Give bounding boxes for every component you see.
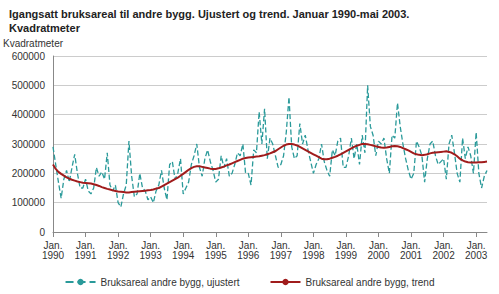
svg-text:Jan.: Jan. [303, 239, 323, 251]
svg-text:400000: 400000 [12, 109, 46, 120]
svg-text:Jan.: Jan. [336, 239, 356, 251]
svg-text:200000: 200000 [12, 168, 46, 179]
svg-text:1991: 1991 [74, 250, 97, 261]
svg-text:1990: 1990 [42, 250, 65, 261]
svg-text:1998: 1998 [302, 250, 325, 261]
svg-text:Jan.: Jan. [369, 239, 388, 251]
svg-text:Jan.: Jan. [401, 239, 421, 251]
svg-text:2001: 2001 [400, 250, 423, 261]
svg-text:Jan.: Jan. [43, 239, 63, 251]
svg-text:Jan.: Jan. [434, 239, 454, 251]
svg-text:0: 0 [39, 227, 45, 238]
svg-text:1992: 1992 [107, 250, 130, 261]
svg-text:Jan.: Jan. [466, 239, 486, 251]
svg-text:1996: 1996 [237, 250, 260, 261]
svg-text:Jan.: Jan. [76, 239, 95, 251]
svg-text:600000: 600000 [12, 51, 46, 62]
svg-text:1999: 1999 [335, 250, 358, 261]
svg-text:Bruksareal andre bygg, trend: Bruksareal andre bygg, trend [306, 277, 435, 288]
svg-text:Jan.: Jan. [238, 239, 258, 251]
svg-text:Jan.: Jan. [141, 239, 161, 251]
svg-text:Bruksareal andre bygg, ujuster: Bruksareal andre bygg, ujustert [101, 277, 240, 288]
svg-text:1995: 1995 [205, 250, 228, 261]
svg-text:Igangsatt bruksareal til andre: Igangsatt bruksareal til andre bygg. Uju… [9, 8, 412, 20]
svg-text:1994: 1994 [172, 250, 195, 261]
svg-text:2002: 2002 [432, 250, 455, 261]
svg-text:2003: 2003 [465, 250, 488, 261]
svg-text:Kvadratmeter: Kvadratmeter [9, 22, 81, 34]
svg-text:Jan.: Jan. [173, 239, 193, 251]
svg-text:300000: 300000 [12, 139, 46, 150]
svg-text:Jan.: Jan. [108, 239, 128, 251]
svg-text:500000: 500000 [12, 80, 46, 91]
svg-text:1993: 1993 [140, 250, 163, 261]
svg-text:100000: 100000 [12, 197, 46, 208]
svg-text:Jan.: Jan. [271, 239, 291, 251]
svg-text:1997: 1997 [270, 250, 293, 261]
svg-text:Kvadratmeter: Kvadratmeter [3, 38, 64, 49]
svg-text:Jan.: Jan. [206, 239, 226, 251]
svg-text:2000: 2000 [367, 250, 390, 261]
